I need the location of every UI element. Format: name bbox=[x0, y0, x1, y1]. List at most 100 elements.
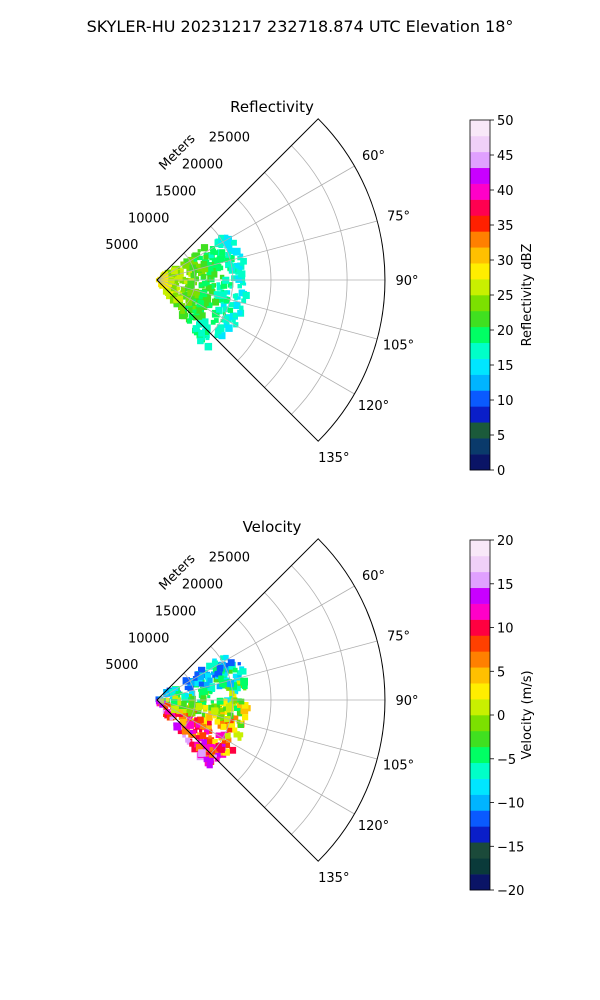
radar-gate bbox=[214, 719, 221, 725]
radar-gate bbox=[211, 707, 219, 715]
radar-gate bbox=[240, 706, 249, 715]
radar-gate bbox=[218, 234, 226, 243]
radar-gate bbox=[207, 757, 214, 764]
radar-gate bbox=[198, 283, 203, 288]
radar-gate bbox=[238, 732, 244, 738]
range-tick-label: 10000 bbox=[128, 211, 169, 226]
range-tick-label: 5000 bbox=[105, 238, 138, 253]
radar-gate bbox=[201, 280, 208, 287]
colorbar-segment bbox=[470, 715, 490, 732]
radar-gate bbox=[235, 268, 242, 275]
radar-gate bbox=[237, 296, 241, 300]
radar-gate bbox=[218, 265, 224, 271]
radar-gate bbox=[180, 261, 185, 266]
radar-gate bbox=[198, 749, 206, 757]
colorbar-segment bbox=[470, 215, 490, 232]
colorbar-segment bbox=[470, 571, 490, 589]
radar-gate bbox=[237, 283, 242, 289]
radar-gate bbox=[171, 713, 176, 717]
radar-gate bbox=[219, 274, 225, 280]
radar-gate bbox=[220, 751, 224, 756]
radar-gate bbox=[194, 702, 202, 711]
colorbar-tick-label: −15 bbox=[497, 840, 524, 855]
radar-gate bbox=[209, 747, 214, 751]
colorbar-segment bbox=[470, 358, 490, 375]
radar-gate bbox=[174, 279, 179, 284]
radar-gate bbox=[219, 249, 226, 256]
radar-gate bbox=[197, 337, 204, 345]
radar-gate bbox=[214, 333, 219, 338]
radar-gate bbox=[186, 303, 193, 310]
colorbar-segment bbox=[470, 842, 490, 859]
radar-gate bbox=[200, 260, 208, 268]
radar-gate bbox=[187, 678, 196, 686]
radar-gate bbox=[225, 324, 233, 332]
radar-gate bbox=[178, 311, 187, 320]
radar-gate bbox=[236, 710, 244, 717]
radar-gate bbox=[187, 289, 194, 297]
radar-gate bbox=[191, 745, 198, 753]
radar-gate bbox=[233, 731, 240, 738]
range-tick-label: 15000 bbox=[155, 184, 196, 199]
radar-gate bbox=[189, 701, 196, 708]
radar-gate bbox=[207, 720, 212, 726]
radar-gate bbox=[194, 263, 203, 272]
radar-gate bbox=[239, 305, 244, 310]
radar-gate bbox=[227, 254, 235, 263]
radar-gate bbox=[209, 691, 213, 695]
radar-gate bbox=[184, 685, 190, 691]
radar-gate bbox=[203, 293, 211, 302]
radar-gate bbox=[186, 318, 193, 324]
range-tick-label: 15000 bbox=[155, 604, 196, 619]
radar-gate bbox=[207, 302, 213, 309]
radar-gate bbox=[192, 252, 201, 261]
radar-gate bbox=[176, 707, 184, 715]
radar-gate bbox=[188, 694, 192, 698]
radar-gate bbox=[212, 738, 218, 745]
colorbar-segment bbox=[470, 555, 490, 573]
radar-gate bbox=[159, 700, 167, 708]
colorbar-segment bbox=[470, 540, 490, 557]
radar-gate bbox=[171, 699, 178, 706]
radar-gate bbox=[227, 282, 234, 288]
azimuth-spoke bbox=[156, 279, 355, 395]
radar-gate bbox=[205, 285, 212, 292]
colorbar-tick-label: −20 bbox=[497, 884, 524, 899]
radar-gate bbox=[211, 271, 218, 278]
colorbar-segment bbox=[470, 151, 490, 169]
radar-gate bbox=[206, 336, 210, 341]
radar-gate bbox=[221, 254, 226, 259]
colorbar-segment bbox=[470, 454, 490, 471]
radar-gate bbox=[181, 692, 189, 700]
radar-gate bbox=[187, 307, 194, 314]
radar-gate bbox=[216, 256, 223, 264]
radar-gate bbox=[198, 681, 204, 687]
radar-gate bbox=[210, 264, 218, 271]
radar-gate bbox=[238, 265, 243, 270]
radar-gate bbox=[207, 677, 213, 683]
radar-gate bbox=[232, 247, 241, 256]
radar-gate bbox=[161, 273, 169, 282]
radar-gate bbox=[225, 737, 232, 743]
radar-gate bbox=[237, 721, 244, 728]
radar-gate bbox=[236, 670, 243, 676]
radar-gate bbox=[199, 732, 207, 739]
radar-gate bbox=[232, 695, 236, 698]
polar-grid bbox=[156, 145, 385, 415]
radar-gate bbox=[218, 240, 222, 244]
radar-gate bbox=[194, 276, 200, 282]
radar-gate bbox=[233, 715, 239, 721]
radar-gate bbox=[216, 665, 224, 672]
radar-gate bbox=[197, 673, 205, 680]
azimuth-tick-label: 60° bbox=[362, 569, 385, 584]
radar-gate bbox=[213, 714, 217, 719]
radar-gate bbox=[203, 324, 211, 332]
radar-gate bbox=[190, 257, 195, 262]
radar-gate bbox=[185, 737, 191, 743]
radar-gate bbox=[232, 667, 238, 673]
radar-gate bbox=[191, 296, 197, 302]
radar-gate bbox=[200, 322, 206, 328]
radar-gate bbox=[189, 303, 196, 310]
radar-gate bbox=[237, 702, 243, 708]
radar-gate bbox=[201, 274, 207, 280]
